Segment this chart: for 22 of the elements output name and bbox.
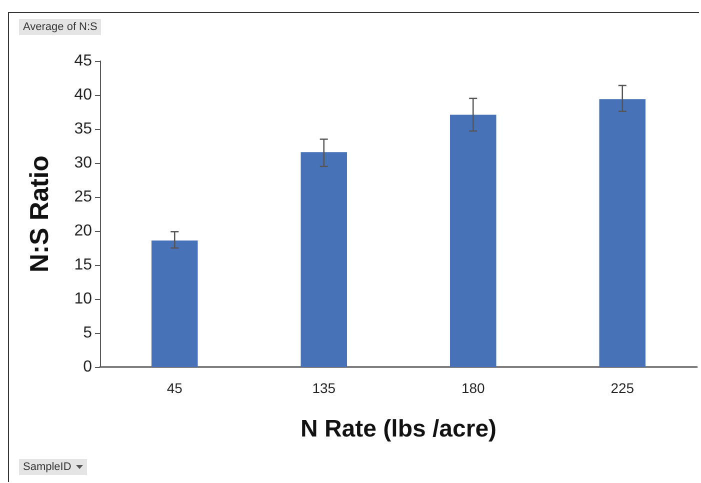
bar <box>300 152 348 367</box>
x-tick-label: 180 <box>461 380 486 396</box>
y-tick-label: 0 <box>83 358 92 376</box>
x-tick-label: 135 <box>312 380 336 396</box>
x-axis-title: N Rate (lbs /acre) <box>300 416 497 442</box>
y-tick-label: 25 <box>74 188 92 206</box>
y-tick-label: 5 <box>83 324 92 342</box>
y-tick-label: 35 <box>74 120 92 138</box>
x-tick-label: 225 <box>610 380 634 396</box>
y-tick-label: 45 <box>74 52 92 70</box>
y-axis-title: N:S Ratio <box>24 156 54 272</box>
text: Average of N:S <box>23 21 98 33</box>
bar <box>450 114 496 367</box>
y-tick-label: 10 <box>74 290 92 308</box>
y-tick-label: 15 <box>74 256 92 274</box>
text: SampleID <box>23 461 72 473</box>
bar <box>151 240 198 367</box>
bar <box>599 99 646 367</box>
x-tick-label: 45 <box>166 380 183 396</box>
y-tick-label: 30 <box>74 154 92 172</box>
y-tick-label: 20 <box>74 222 92 240</box>
y-tick-label: 40 <box>74 86 92 104</box>
